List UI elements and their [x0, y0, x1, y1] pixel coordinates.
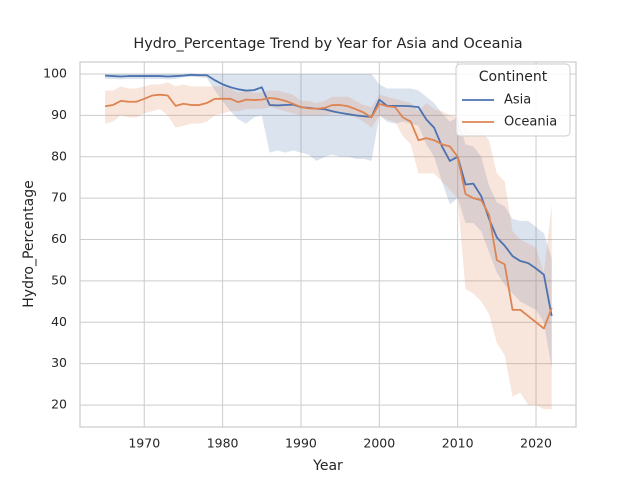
tick-labels: 1970 1980 1990 2000 2010 20202030405060708090…	[43, 66, 552, 451]
confidence-band	[105, 74, 552, 368]
bands	[105, 74, 552, 410]
legend-label: Oceania	[504, 115, 557, 130]
x-axis-label: Year	[312, 458, 343, 474]
legend-label: Asia	[504, 93, 531, 108]
y-tick-label: 50	[51, 272, 67, 287]
y-tick-label: 70	[51, 190, 67, 205]
confidence-band	[105, 82, 552, 410]
x-tick-label: 2000	[363, 436, 395, 451]
y-tick-label: 100	[43, 66, 67, 81]
x-tick-label: 1970	[128, 436, 160, 451]
y-tick-label: 20	[51, 397, 67, 412]
y-tick-label: 60	[51, 231, 67, 246]
y-tick-label: 90	[51, 107, 67, 122]
legend-title: Continent	[479, 69, 548, 85]
y-axis-label: Hydro_Percentage	[21, 180, 37, 307]
y-tick-label: 80	[51, 148, 67, 163]
x-tick-label: 2010	[442, 436, 474, 451]
legend: Continent Asia Oceania	[455, 63, 571, 137]
x-tick-label: 1980	[207, 436, 239, 451]
lines	[104, 73, 553, 330]
chart-title: Hydro_Percentage Trend by Year for Asia …	[133, 36, 522, 52]
y-tick-label: 40	[51, 314, 67, 329]
legend-box	[455, 63, 571, 137]
series-line	[104, 93, 553, 330]
x-tick-label: 2020	[520, 436, 552, 451]
plot-frame	[79, 61, 577, 428]
y-tick-label: 30	[51, 355, 67, 370]
x-tick-label: 1990	[285, 436, 317, 451]
series-line	[105, 73, 553, 317]
